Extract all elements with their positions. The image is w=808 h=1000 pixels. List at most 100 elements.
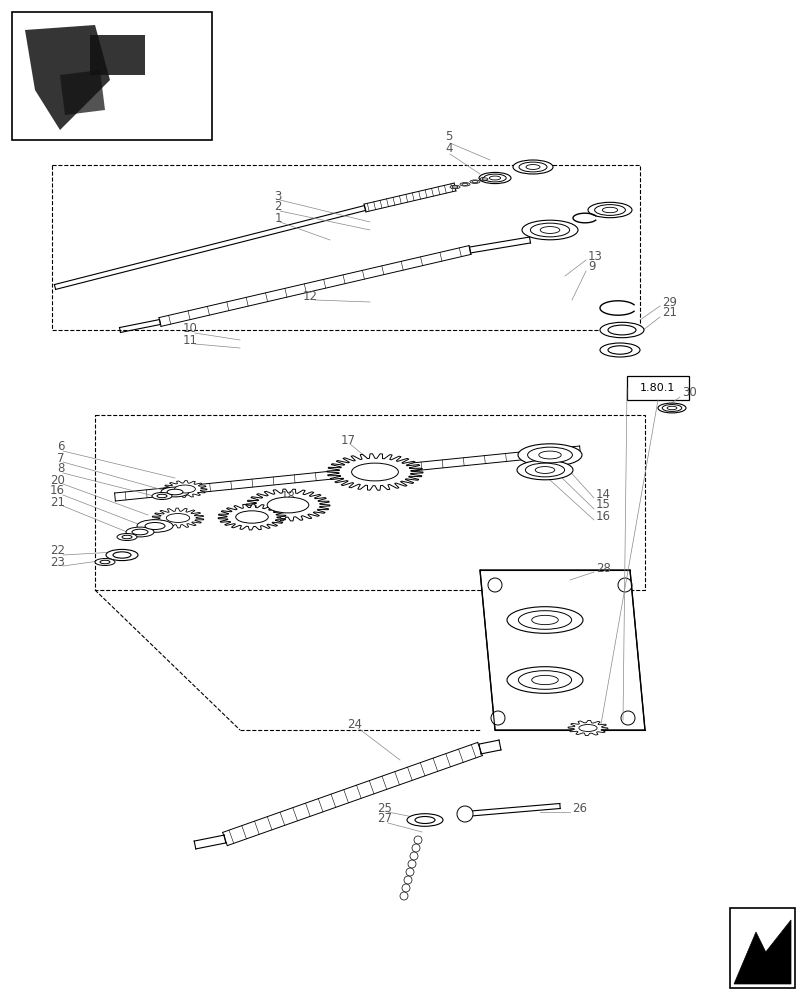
Ellipse shape: [132, 529, 148, 535]
Ellipse shape: [663, 405, 682, 411]
Ellipse shape: [351, 463, 398, 481]
Text: 4: 4: [445, 141, 453, 154]
Circle shape: [491, 711, 505, 725]
Ellipse shape: [588, 202, 632, 218]
Bar: [730, 908, 795, 988]
Ellipse shape: [667, 406, 677, 410]
Ellipse shape: [407, 814, 443, 826]
Text: 16: 16: [50, 485, 65, 497]
Ellipse shape: [532, 675, 558, 685]
Circle shape: [402, 884, 410, 892]
Ellipse shape: [525, 463, 565, 477]
Ellipse shape: [167, 489, 183, 495]
Ellipse shape: [600, 343, 640, 357]
Ellipse shape: [166, 514, 190, 522]
Ellipse shape: [161, 487, 189, 497]
Bar: [95, 415, 645, 590]
Ellipse shape: [507, 667, 583, 693]
Ellipse shape: [152, 492, 172, 499]
Bar: [12, 12, 212, 140]
Ellipse shape: [145, 522, 165, 530]
Text: 16: 16: [596, 510, 611, 522]
Ellipse shape: [490, 176, 501, 180]
Circle shape: [457, 806, 473, 822]
Circle shape: [410, 852, 418, 860]
Text: 11: 11: [183, 334, 198, 347]
Ellipse shape: [267, 497, 309, 513]
Ellipse shape: [452, 186, 458, 188]
Circle shape: [404, 876, 412, 884]
Polygon shape: [152, 508, 204, 528]
Circle shape: [412, 844, 420, 852]
Circle shape: [408, 860, 416, 868]
Ellipse shape: [528, 447, 572, 463]
Ellipse shape: [518, 444, 582, 466]
Circle shape: [414, 836, 422, 844]
Ellipse shape: [541, 227, 560, 233]
Text: 20: 20: [50, 474, 65, 487]
Ellipse shape: [484, 174, 506, 182]
Ellipse shape: [519, 162, 547, 172]
Ellipse shape: [100, 560, 110, 564]
Text: 8: 8: [57, 462, 65, 476]
Text: 21: 21: [50, 495, 65, 508]
Ellipse shape: [117, 534, 137, 540]
Circle shape: [400, 892, 408, 900]
Ellipse shape: [137, 520, 173, 532]
Text: 22: 22: [50, 544, 65, 558]
Ellipse shape: [602, 207, 617, 213]
Ellipse shape: [608, 346, 632, 354]
Text: 21: 21: [662, 306, 677, 320]
Ellipse shape: [95, 558, 115, 566]
Circle shape: [621, 711, 635, 725]
Polygon shape: [163, 481, 207, 497]
Text: 27: 27: [377, 812, 392, 826]
Polygon shape: [480, 570, 645, 730]
Ellipse shape: [519, 611, 571, 629]
Ellipse shape: [513, 160, 553, 174]
Bar: [627, 376, 689, 400]
Circle shape: [488, 578, 502, 592]
Circle shape: [406, 868, 414, 876]
Ellipse shape: [519, 671, 571, 689]
Circle shape: [618, 578, 632, 592]
Ellipse shape: [539, 451, 562, 459]
Ellipse shape: [608, 325, 636, 335]
Polygon shape: [90, 35, 145, 75]
Ellipse shape: [460, 183, 470, 186]
Text: 14: 14: [596, 488, 611, 500]
Ellipse shape: [526, 165, 540, 169]
Ellipse shape: [122, 535, 132, 539]
Polygon shape: [734, 920, 791, 984]
Ellipse shape: [507, 607, 583, 633]
Text: 25: 25: [377, 802, 392, 814]
Text: 5: 5: [446, 130, 453, 143]
Ellipse shape: [532, 615, 558, 625]
Text: 13: 13: [588, 249, 603, 262]
Text: 2: 2: [275, 200, 282, 214]
Text: 7: 7: [57, 452, 65, 464]
Text: 1: 1: [275, 212, 282, 225]
Ellipse shape: [517, 460, 573, 480]
Polygon shape: [568, 720, 608, 736]
Text: 29: 29: [662, 296, 677, 308]
Ellipse shape: [470, 180, 480, 183]
Polygon shape: [327, 454, 423, 490]
Ellipse shape: [175, 485, 196, 493]
Text: 15: 15: [596, 498, 611, 512]
Text: 6: 6: [57, 440, 65, 454]
Bar: [52, 165, 640, 330]
Text: 1.80.1: 1.80.1: [640, 383, 675, 393]
Ellipse shape: [595, 205, 625, 215]
Ellipse shape: [157, 494, 167, 498]
Text: 26: 26: [572, 802, 587, 814]
Polygon shape: [218, 504, 286, 530]
Text: 28: 28: [596, 562, 611, 574]
Text: 9: 9: [588, 260, 595, 273]
Text: 23: 23: [50, 556, 65, 568]
Ellipse shape: [472, 181, 478, 183]
Text: 18: 18: [281, 489, 296, 502]
Ellipse shape: [579, 725, 597, 731]
Ellipse shape: [479, 172, 511, 184]
Ellipse shape: [113, 552, 131, 558]
